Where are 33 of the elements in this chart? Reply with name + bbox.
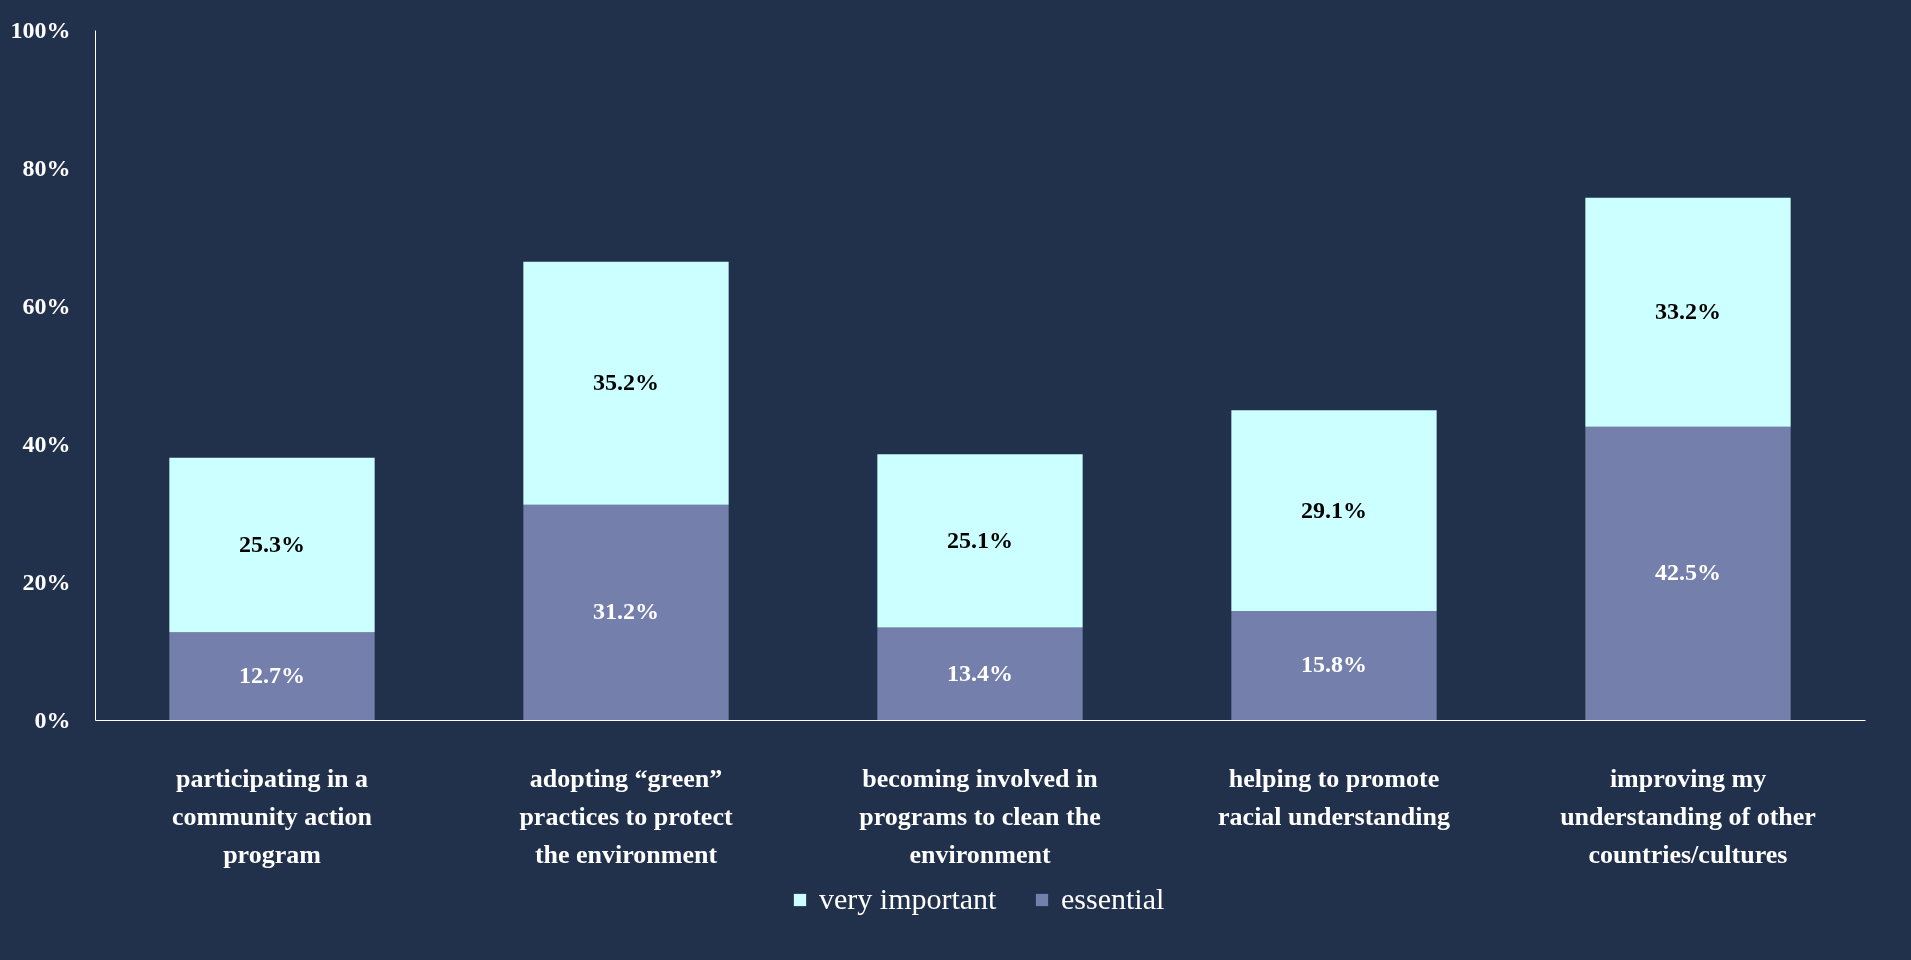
legend-label: essential: [1061, 882, 1165, 915]
bar: [169, 457, 375, 633]
x-tick-label: improving my understanding of other countries/cultures: [1560, 763, 1816, 869]
data-label: 12.7%: [239, 662, 305, 689]
x-tick-label: helping to promote racial understanding: [1218, 763, 1450, 831]
data-label: 15.8%: [1301, 651, 1367, 678]
y-tick-label: 0%: [34, 706, 71, 733]
y-tick-label: 80%: [22, 154, 71, 181]
data-label: 29.1%: [1301, 496, 1367, 523]
data-label: 33.2%: [1655, 298, 1721, 325]
y-tick-label: 100%: [10, 16, 71, 43]
data-label: 31.2%: [593, 598, 659, 625]
x-tick-label: participating in a community action program: [171, 763, 373, 869]
bar: [523, 261, 729, 505]
data-label: 13.4%: [947, 659, 1013, 686]
bar: [169, 632, 375, 720]
y-tick-label: 40%: [22, 430, 71, 457]
data-label: 25.1%: [947, 526, 1013, 553]
x-tick-label: adopting “green” practices to protect the environment: [519, 763, 733, 869]
bar: [1231, 410, 1437, 611]
bar: [1585, 426, 1791, 720]
bar: [523, 504, 729, 720]
bar: [877, 627, 1083, 720]
bar: [877, 454, 1083, 628]
legend-label: very important: [819, 882, 998, 915]
x-tick-label: becoming involved in programs to clean the environment: [859, 763, 1101, 869]
bar: [1231, 610, 1437, 720]
data-label: 35.2%: [593, 369, 659, 396]
y-tick-label: 60%: [22, 292, 71, 319]
data-label: 25.3%: [239, 531, 305, 558]
y-tick-label: 20%: [22, 568, 71, 595]
data-label: 42.5%: [1655, 559, 1721, 586]
bar: [1585, 197, 1791, 427]
